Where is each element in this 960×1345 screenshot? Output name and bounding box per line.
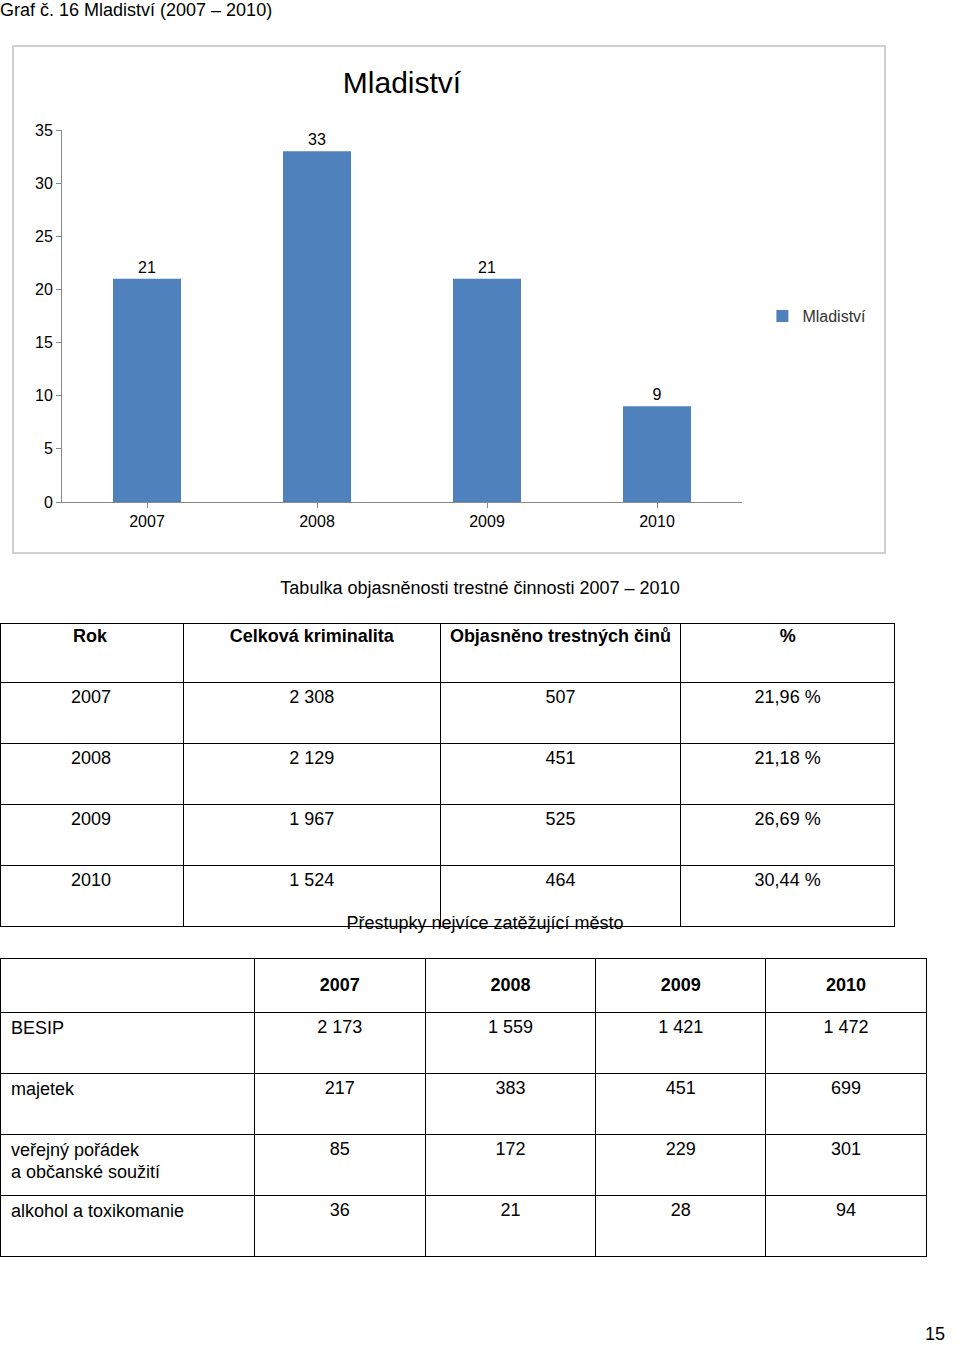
html-text:301: 301 xyxy=(831,1139,862,1159)
html-text:21,18 %: 21,18 % xyxy=(754,748,821,768)
html-text:85: 85 xyxy=(329,1139,350,1159)
html-text:1 559: 1 559 xyxy=(487,1017,533,1037)
html-text:507: 507 xyxy=(545,687,576,707)
html-text:1 421: 1 421 xyxy=(658,1017,704,1037)
html-text:26,69 %: 26,69 % xyxy=(754,809,821,829)
html-text:Graf č. 16 Mladiství (2007 – 2: Graf č. 16 Mladiství (2007 – 2010) xyxy=(0,0,273,20)
svg-text:2008: 2008 xyxy=(299,513,335,530)
html-text:2010: 2010 xyxy=(71,870,111,890)
html-text:2007: 2007 xyxy=(71,687,111,707)
svg-text:15: 15 xyxy=(35,334,53,351)
html-text:2009: 2009 xyxy=(71,809,111,829)
html-text:30,44 %: 30,44 % xyxy=(754,870,821,890)
html-text:451: 451 xyxy=(665,1078,696,1098)
html-text:229: 229 xyxy=(665,1139,696,1159)
html-text:1 524: 1 524 xyxy=(289,870,335,890)
html-text:451: 451 xyxy=(545,748,576,768)
html-text:Tabulka objasněnosti trestné č: Tabulka objasněnosti trestné činnosti 20… xyxy=(280,578,680,598)
svg-text:2007: 2007 xyxy=(129,513,165,530)
html-text:2008: 2008 xyxy=(71,748,111,768)
svg-text:2009: 2009 xyxy=(469,513,505,530)
html-text:Objasněno trestných činů: Objasněno trestných činů xyxy=(449,626,671,646)
svg-text:2010: 2010 xyxy=(639,513,675,530)
svg-text:33: 33 xyxy=(308,131,326,148)
html-text:464: 464 xyxy=(545,870,576,890)
html-text:21: 21 xyxy=(500,1200,521,1220)
html-text:2007: 2007 xyxy=(319,975,360,995)
html-text:Celková kriminalita: Celková kriminalita xyxy=(229,626,394,646)
html-text:veřejný pořádek a občanské sou: veřejný pořádek a občanské soužití xyxy=(11,1140,161,1182)
html-text:2010: 2010 xyxy=(826,975,867,995)
html-text:2 129: 2 129 xyxy=(289,748,335,768)
svg-text:10: 10 xyxy=(35,387,53,404)
html-text:21,96 %: 21,96 % xyxy=(754,687,821,707)
svg-text:Mladiství: Mladiství xyxy=(802,308,866,325)
html-text:217: 217 xyxy=(324,1078,355,1098)
html-text:1 472: 1 472 xyxy=(823,1017,869,1037)
html-text:majetek: majetek xyxy=(11,1079,74,1099)
svg-text:30: 30 xyxy=(35,175,53,192)
svg-text:21: 21 xyxy=(478,259,496,276)
html-text:383: 383 xyxy=(495,1078,526,1098)
html-text:28: 28 xyxy=(670,1200,691,1220)
html-text:BESIP: BESIP xyxy=(11,1018,64,1038)
svg-text:5: 5 xyxy=(44,440,53,457)
svg-text:21: 21 xyxy=(138,259,156,276)
html-text:Přestupky nejvíce zatěžující m: Přestupky nejvíce zatěžující město xyxy=(346,913,624,933)
html-text:36: 36 xyxy=(329,1200,350,1220)
html-text:172: 172 xyxy=(495,1139,526,1159)
html-text:2 308: 2 308 xyxy=(289,687,335,707)
html-text:2009: 2009 xyxy=(660,975,701,995)
html-text:525: 525 xyxy=(545,809,576,829)
html-text:2 173: 2 173 xyxy=(317,1017,363,1037)
html-text:699: 699 xyxy=(831,1078,862,1098)
html-text:Rok: Rok xyxy=(73,626,107,646)
html-text:2008: 2008 xyxy=(490,975,531,995)
html-text:15: 15 xyxy=(925,1324,945,1344)
html-text:1 967: 1 967 xyxy=(289,809,335,829)
svg-text:0: 0 xyxy=(44,494,53,511)
svg-text:Mladiství: Mladiství xyxy=(343,66,462,99)
html-text:94: 94 xyxy=(836,1200,857,1220)
svg-text:25: 25 xyxy=(35,228,53,245)
html-text:alkohol a toxikomanie: alkohol a toxikomanie xyxy=(11,1201,185,1221)
svg-text:9: 9 xyxy=(653,386,662,403)
svg-text:35: 35 xyxy=(35,122,53,139)
svg-text:20: 20 xyxy=(35,281,53,298)
